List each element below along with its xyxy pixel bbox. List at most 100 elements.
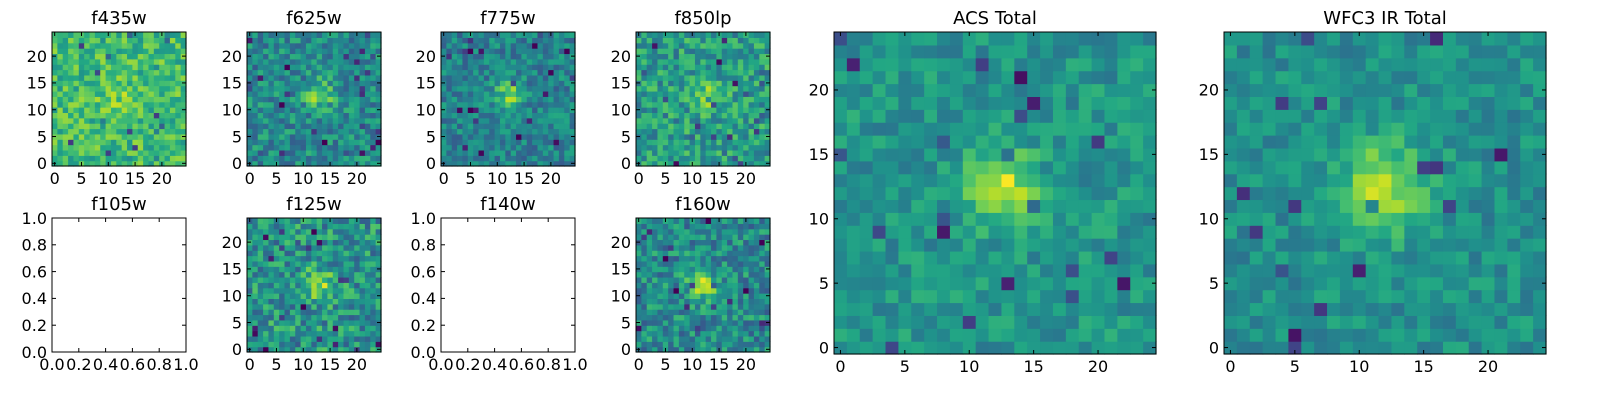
heatmap-cell: [662, 319, 669, 326]
heatmap-cell: [1224, 263, 1238, 278]
heatmap-cell: [748, 271, 755, 278]
heatmap-cell: [279, 276, 286, 283]
heatmap-cell: [316, 32, 323, 38]
heatmap-cell: [284, 287, 291, 294]
heatmap-cell: [354, 80, 361, 87]
heatmap-cell: [732, 282, 739, 289]
heatmap-cell: [338, 234, 345, 241]
heatmap-cell: [711, 330, 717, 337]
heatmap-cell: [316, 319, 323, 326]
heatmap-cell: [354, 330, 361, 337]
heatmap-cell: [1507, 250, 1521, 265]
heatmap-cell: [1104, 173, 1118, 188]
heatmap-cell: [721, 255, 728, 262]
heatmap-cell: [257, 101, 264, 108]
heatmap-cell: [467, 117, 474, 124]
heatmap-cell: [364, 42, 371, 49]
heatmap-cell: [1288, 341, 1302, 355]
heatmap-cell: [263, 48, 270, 55]
heatmap-cell: [1494, 289, 1508, 304]
heatmap-cell: [721, 69, 728, 76]
heatmap-cell: [1052, 160, 1067, 175]
heatmap-cell: [478, 74, 485, 81]
heatmap-cell: [121, 74, 128, 81]
heatmap-cell: [684, 58, 691, 65]
heatmap-cell: [721, 80, 728, 87]
heatmap-cell: [257, 314, 264, 321]
heatmap-cell: [732, 74, 739, 81]
heatmap-cell: [327, 244, 334, 251]
heatmap-cell: [684, 48, 691, 55]
heatmap-cell: [375, 282, 382, 289]
heatmap-cell: [1494, 276, 1508, 291]
heatmap-cell: [526, 139, 533, 146]
heatmap-cell: [668, 298, 675, 305]
heatmap-cell: [1104, 32, 1118, 46]
y-tick-label: 0.6: [22, 262, 47, 281]
heatmap-cell: [949, 238, 964, 252]
heatmap-cell: [105, 42, 112, 49]
x-tick-label: 20: [347, 355, 367, 374]
heatmap-cell: [311, 335, 318, 342]
heatmap-cell: [1404, 302, 1418, 316]
heatmap-cell: [911, 276, 925, 291]
axes-frame: [635, 31, 771, 167]
heatmap-cell: [343, 228, 350, 235]
heatmap-cell: [175, 85, 182, 92]
heatmap-cell: [689, 139, 696, 146]
heatmap-cell: [694, 218, 701, 224]
heatmap-cell: [521, 133, 528, 140]
y-tick-label: 20: [27, 47, 47, 66]
heatmap-cell: [962, 109, 977, 123]
heatmap-cell: [164, 90, 171, 97]
heatmap-cell: [494, 96, 501, 103]
heatmap-cell: [516, 101, 522, 108]
heatmap-cell: [370, 69, 377, 76]
heatmap-cell: [137, 42, 144, 49]
heatmap-cell: [100, 117, 107, 124]
heatmap-cell: [137, 107, 144, 113]
heatmap-cell: [636, 287, 642, 294]
heatmap-cell: [354, 117, 361, 124]
heatmap-cell: [169, 58, 176, 65]
heatmap-cell: [636, 228, 642, 235]
heatmap-cell: [494, 48, 501, 55]
heatmap-cell: [727, 53, 734, 60]
heatmap-cell: [1027, 122, 1041, 136]
heatmap-cell: [1224, 289, 1238, 304]
heatmap-cell: [1027, 289, 1041, 304]
heatmap-cell: [451, 90, 458, 97]
heatmap-cell: [753, 53, 760, 60]
heatmap-cell: [121, 58, 128, 65]
heatmap-cell: [526, 107, 533, 113]
heatmap-cell: [737, 96, 744, 103]
heatmap-cell: [348, 48, 355, 55]
heatmap-cell: [143, 133, 150, 140]
heatmap-cell: [542, 101, 549, 108]
heatmap-cell: [1455, 225, 1470, 239]
heatmap-cell: [478, 32, 485, 38]
heatmap-cell: [457, 149, 464, 156]
heatmap-cell: [252, 128, 259, 135]
heatmap-cell: [716, 325, 723, 332]
heatmap-cell: [164, 74, 171, 81]
heatmap-cell: [457, 160, 464, 167]
heatmap-cell: [446, 32, 453, 38]
heatmap-cell: [359, 341, 366, 348]
heatmap-cell: [678, 58, 685, 65]
heatmap-cell: [1130, 70, 1144, 85]
heatmap-cell: [462, 128, 469, 135]
heatmap-cell: [489, 117, 496, 124]
heatmap-cell: [247, 260, 253, 267]
heatmap-cell: [62, 133, 69, 140]
heatmap-cell: [257, 239, 264, 246]
heatmap-cell: [532, 48, 539, 55]
heatmap-cell: [132, 42, 139, 49]
heatmap-cell: [684, 346, 691, 353]
heatmap-cell: [311, 80, 318, 87]
heatmap-cell: [732, 42, 739, 49]
heatmap-cell: [489, 32, 496, 38]
heatmap-cell: [510, 123, 517, 130]
heatmap-cell: [1104, 199, 1118, 213]
heatmap-cell: [316, 37, 323, 44]
